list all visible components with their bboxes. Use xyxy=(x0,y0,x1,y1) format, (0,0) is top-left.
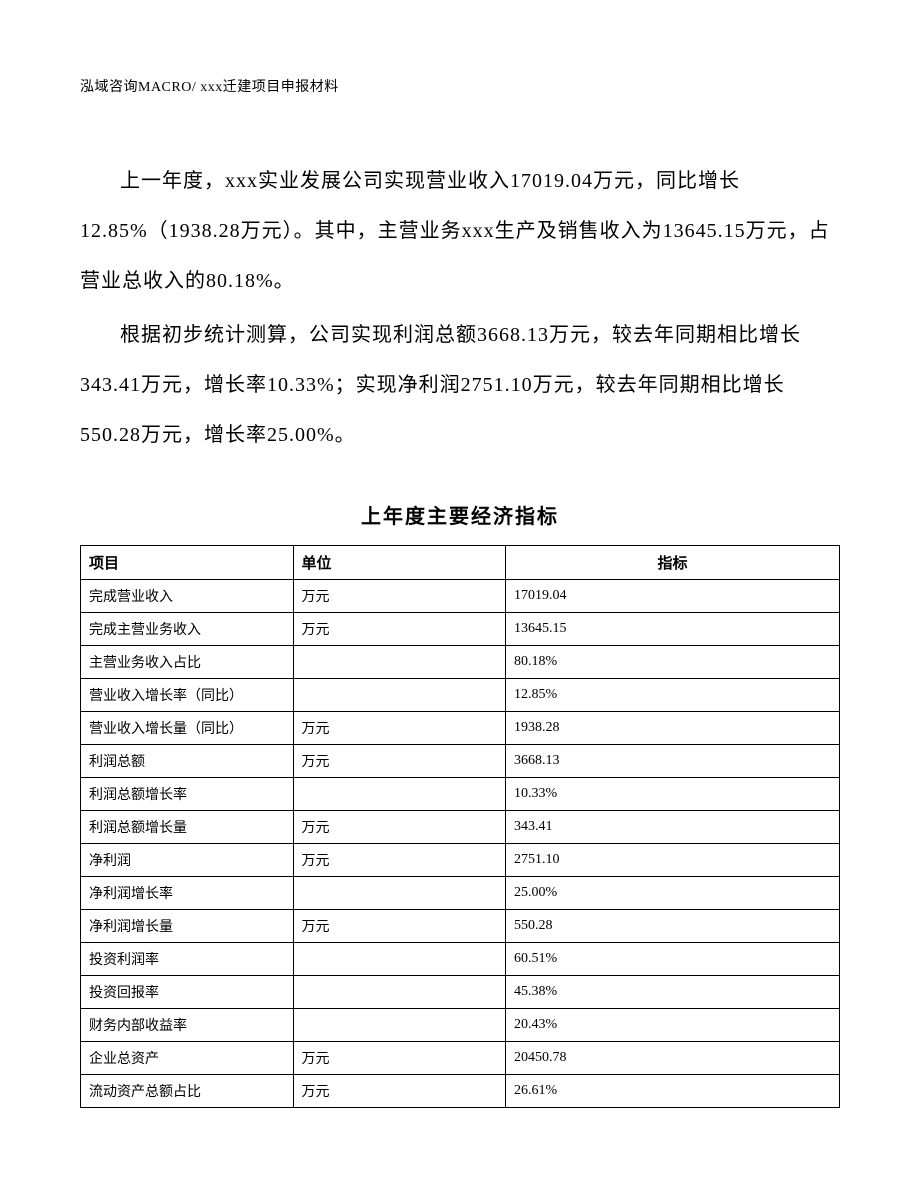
table-cell: 完成营业收入 xyxy=(81,580,294,613)
table-cell xyxy=(293,1009,506,1042)
table-cell: 20.43% xyxy=(506,1009,840,1042)
table-cell: 45.38% xyxy=(506,976,840,1009)
table-row: 净利润增长量万元550.28 xyxy=(81,910,840,943)
table-row: 净利润万元2751.10 xyxy=(81,844,840,877)
table-cell: 万元 xyxy=(293,712,506,745)
table-cell: 26.61% xyxy=(506,1075,840,1108)
table-cell xyxy=(293,778,506,811)
table-row: 主营业务收入占比 80.18% xyxy=(81,646,840,679)
table-cell xyxy=(293,943,506,976)
table-cell: 营业收入增长率（同比） xyxy=(81,679,294,712)
table-row: 流动资产总额占比万元26.61% xyxy=(81,1075,840,1108)
table-row: 投资回报率 45.38% xyxy=(81,976,840,1009)
table-cell: 2751.10 xyxy=(506,844,840,877)
table-cell: 净利润增长率 xyxy=(81,877,294,910)
table-cell: 主营业务收入占比 xyxy=(81,646,294,679)
table-row: 净利润增长率 25.00% xyxy=(81,877,840,910)
table-cell xyxy=(293,877,506,910)
table-title: 上年度主要经济指标 xyxy=(80,500,840,529)
table-cell: 营业收入增长量（同比） xyxy=(81,712,294,745)
table-row: 利润总额万元3668.13 xyxy=(81,745,840,778)
table-cell: 利润总额增长率 xyxy=(81,778,294,811)
table-cell: 1938.28 xyxy=(506,712,840,745)
body-paragraph-1: 上一年度，xxx实业发展公司实现营业收入17019.04万元，同比增长12.85… xyxy=(80,156,840,306)
table-cell: 万元 xyxy=(293,1042,506,1075)
table-cell: 投资利润率 xyxy=(81,943,294,976)
table-cell: 万元 xyxy=(293,580,506,613)
table-row: 完成营业收入万元17019.04 xyxy=(81,580,840,613)
table-cell: 万元 xyxy=(293,613,506,646)
table-cell: 万元 xyxy=(293,844,506,877)
table-cell: 财务内部收益率 xyxy=(81,1009,294,1042)
table-row: 营业收入增长量（同比）万元1938.28 xyxy=(81,712,840,745)
table-cell: 60.51% xyxy=(506,943,840,976)
table-cell: 550.28 xyxy=(506,910,840,943)
table-cell: 80.18% xyxy=(506,646,840,679)
table-cell: 净利润 xyxy=(81,844,294,877)
table-cell: 25.00% xyxy=(506,877,840,910)
table-cell: 投资回报率 xyxy=(81,976,294,1009)
economic-indicators-table: 项目 单位 指标 完成营业收入万元17019.04完成主营业务收入万元13645… xyxy=(80,545,840,1108)
table-cell: 343.41 xyxy=(506,811,840,844)
table-row: 利润总额增长率 10.33% xyxy=(81,778,840,811)
table-row: 投资利润率 60.51% xyxy=(81,943,840,976)
table-row: 营业收入增长率（同比） 12.85% xyxy=(81,679,840,712)
table-cell: 流动资产总额占比 xyxy=(81,1075,294,1108)
table-cell: 利润总额增长量 xyxy=(81,811,294,844)
table-cell: 20450.78 xyxy=(506,1042,840,1075)
table-cell: 13645.15 xyxy=(506,613,840,646)
table-cell xyxy=(293,976,506,1009)
table-cell: 万元 xyxy=(293,910,506,943)
table-cell: 万元 xyxy=(293,1075,506,1108)
document-header: 泓域咨询MACRO/ xxx迁建项目申报材料 xyxy=(80,76,840,96)
table-cell: 企业总资产 xyxy=(81,1042,294,1075)
table-header-row: 项目 单位 指标 xyxy=(81,546,840,580)
table-cell xyxy=(293,646,506,679)
table-row: 企业总资产万元20450.78 xyxy=(81,1042,840,1075)
table-cell xyxy=(293,679,506,712)
table-cell: 利润总额 xyxy=(81,745,294,778)
table-cell: 万元 xyxy=(293,745,506,778)
table-header-cell: 项目 xyxy=(81,546,294,580)
body-paragraph-2: 根据初步统计测算，公司实现利润总额3668.13万元，较去年同期相比增长343.… xyxy=(80,310,840,460)
table-body: 完成营业收入万元17019.04完成主营业务收入万元13645.15主营业务收入… xyxy=(81,580,840,1108)
table-cell: 净利润增长量 xyxy=(81,910,294,943)
table-cell: 10.33% xyxy=(506,778,840,811)
table-header-cell: 指标 xyxy=(506,546,840,580)
table-row: 财务内部收益率 20.43% xyxy=(81,1009,840,1042)
table-row: 利润总额增长量万元343.41 xyxy=(81,811,840,844)
table-cell: 3668.13 xyxy=(506,745,840,778)
table-cell: 12.85% xyxy=(506,679,840,712)
table-header-cell: 单位 xyxy=(293,546,506,580)
table-cell: 17019.04 xyxy=(506,580,840,613)
table-cell: 万元 xyxy=(293,811,506,844)
table-row: 完成主营业务收入万元13645.15 xyxy=(81,613,840,646)
table-cell: 完成主营业务收入 xyxy=(81,613,294,646)
